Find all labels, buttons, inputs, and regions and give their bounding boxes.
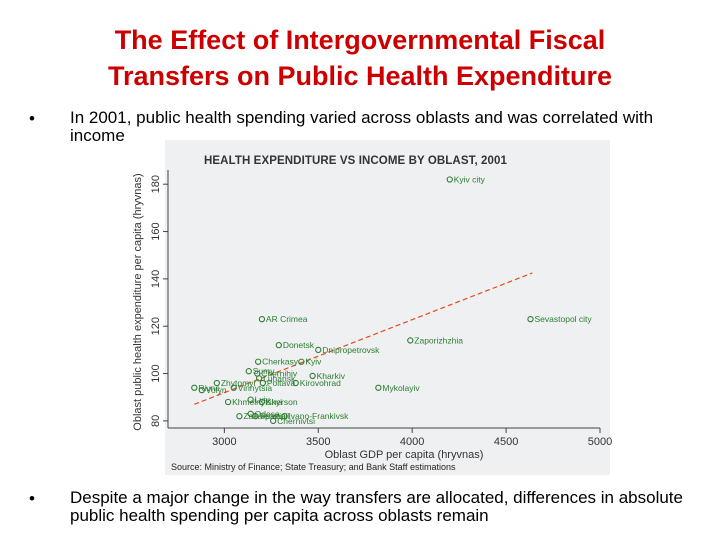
data-point-label: Luhansk: [263, 373, 296, 383]
data-point: [247, 410, 254, 417]
y-axis-title: Oblast public health expenditure per cap…: [132, 173, 144, 430]
data-point-label: Volyn: [206, 385, 227, 395]
data-point: [375, 384, 382, 391]
data-point-label: Sevastopol city: [535, 314, 593, 324]
data-point: [255, 358, 262, 365]
data-point-label: Odesa: [255, 409, 280, 419]
data-point: [191, 384, 198, 391]
data-point: [236, 413, 243, 420]
data-point-label: AR Crimea: [266, 314, 308, 324]
slide-title-line-2: Transfers on Public Health Expenditure: [107, 61, 613, 91]
data-point: [407, 337, 414, 344]
data-point-label: Ivano-Frankivsk: [288, 411, 349, 421]
data-point: [252, 413, 259, 420]
chart-source-note: Source: Ministry of Finance; State Treas…: [171, 462, 456, 472]
data-point: [230, 384, 237, 391]
bullet-marker-2: •: [29, 489, 35, 508]
data-point: [213, 379, 220, 387]
data-point-label: Cherkasy: [262, 357, 299, 367]
data-point-label: Khmelnytskyi: [232, 397, 282, 407]
data-point-label: Kharkiv: [317, 371, 346, 381]
data-point: [259, 379, 267, 387]
y-tick-label: 180: [150, 175, 162, 193]
bullet-text-1: In 2001, public health spending varied a…: [70, 108, 654, 145]
x-tick-label: 4000: [400, 436, 424, 448]
data-point: [275, 342, 282, 349]
x-axis-title: Oblast GDP per capita (hryvnas): [325, 449, 484, 461]
data-point-label: Zakarpattia: [243, 411, 286, 421]
x-tick-label: 5000: [588, 436, 612, 448]
data-point-label: Mykolayiv: [382, 383, 420, 393]
y-tick-label: 140: [150, 270, 162, 288]
data-point: [247, 396, 254, 403]
data-point: [255, 375, 263, 382]
data-point: [245, 368, 252, 375]
data-point-label: Chernivtsi: [277, 416, 315, 426]
data-point: [198, 386, 205, 394]
x-tick-label: 4500: [494, 436, 518, 448]
data-point: [527, 315, 534, 323]
data-point: [270, 417, 277, 425]
data-point-label: Zaporizhzhia: [414, 335, 463, 345]
data-point-label: Dnipropetrovsk: [322, 345, 380, 355]
data-point: [281, 413, 288, 420]
data-point-label: Kyiv: [305, 357, 322, 367]
data-point-label: Vinnytsia: [238, 383, 273, 393]
data-point-label: Sumy: [253, 366, 275, 376]
data-point: [258, 315, 266, 323]
data-point-label: Poltava: [267, 378, 296, 388]
bullet-marker-1: •: [29, 109, 35, 128]
data-point-label: Kherson: [266, 397, 298, 407]
chart-title: HEALTH EXPENDITURE VS INCOME BY OBLAST, …: [204, 155, 508, 167]
data-point: [292, 379, 299, 387]
data-point-label: Rivne: [198, 383, 220, 393]
data-point: [309, 372, 316, 380]
slide-title: The Effect of Intergovernmental Fiscal T…: [0, 22, 720, 94]
data-point-label: Ternopil: [259, 411, 289, 421]
y-tick-label: 100: [150, 364, 162, 382]
data-point-label: Donetsk: [283, 340, 315, 350]
slide-title-line-1: The Effect of Intergovernmental Fiscal: [114, 25, 606, 55]
bullet-text-2: Despite a major change in the way transf…: [70, 488, 683, 525]
y-tick-label: 80: [150, 415, 162, 427]
data-point-label: Zhytomyr: [221, 378, 257, 388]
data-point: [258, 398, 266, 406]
fit-line: [194, 272, 533, 405]
data-point-label: Chernihiv: [261, 369, 298, 379]
data-point-label: Kyiv city: [454, 174, 486, 184]
data-point-label: Kirovohrad: [300, 378, 341, 388]
y-tick-label: 120: [150, 317, 162, 335]
data-point: [298, 358, 305, 365]
data-point: [315, 346, 322, 354]
x-tick-label: 3500: [306, 436, 330, 448]
x-tick-label: 3000: [212, 436, 236, 448]
y-tick-label: 160: [150, 222, 162, 240]
data-point: [224, 398, 232, 406]
data-point: [446, 176, 453, 183]
